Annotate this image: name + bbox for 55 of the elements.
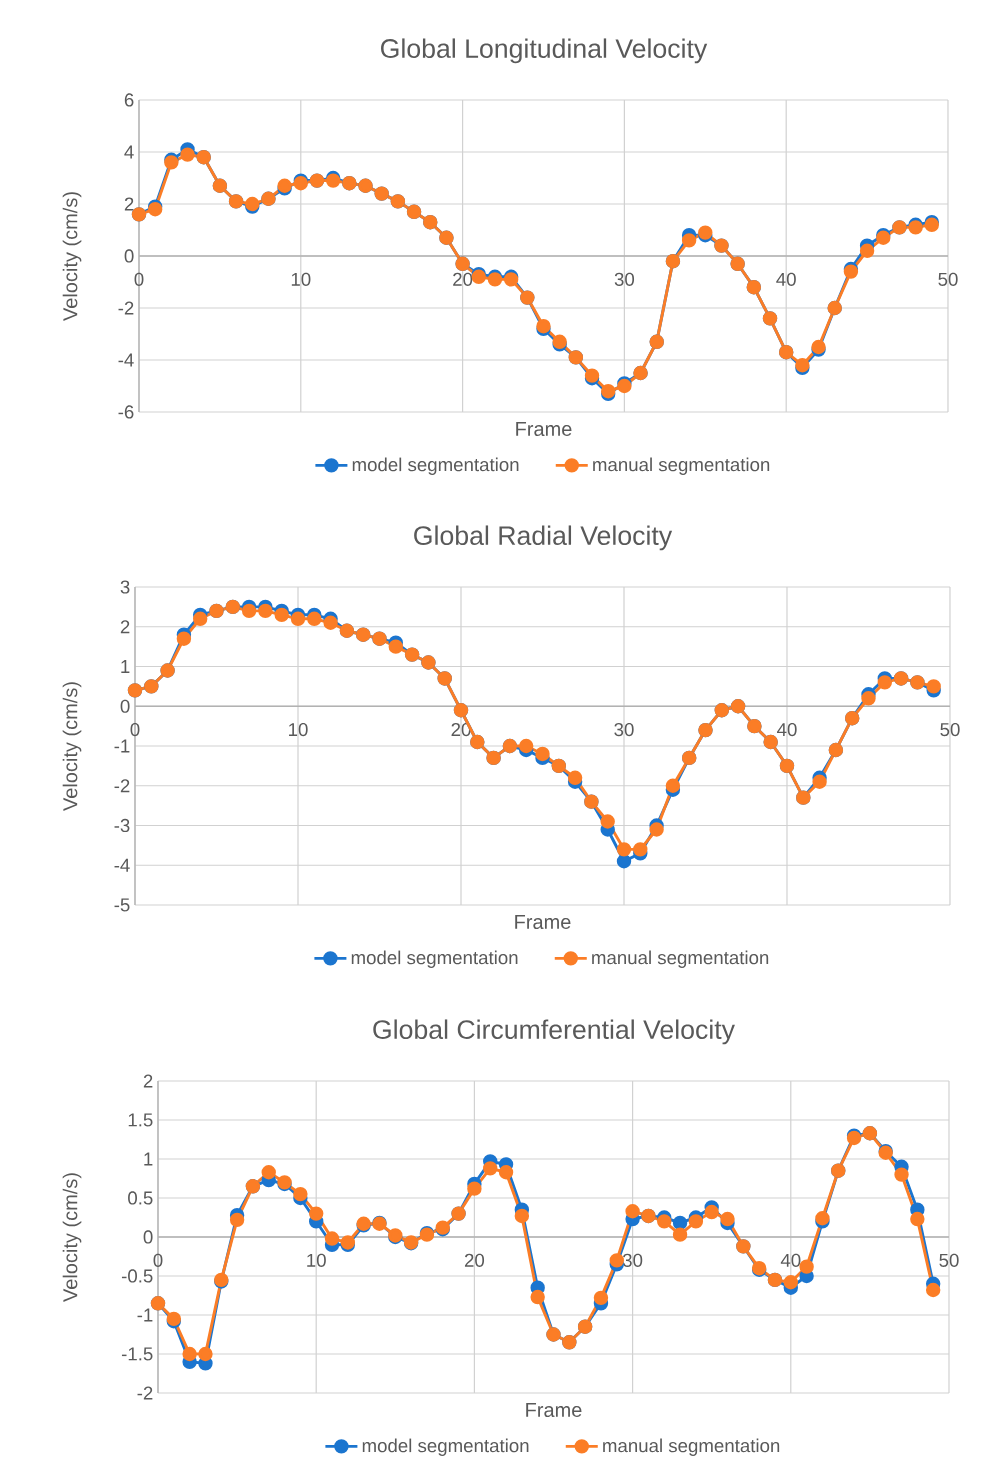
y-tick-label: 0: [143, 1230, 153, 1244]
y-tick-label: 4: [124, 145, 134, 159]
y-axis-title: Velocity (cm/s): [62, 682, 82, 811]
y-tick-label: 2: [124, 197, 134, 211]
y-tick-label: -6: [118, 405, 134, 419]
legend-label: manual segmentation: [603, 1438, 780, 1456]
y-tick-label: 2: [143, 1074, 153, 1088]
x-tick-label: 30: [614, 722, 634, 737]
x-axis-title: Frame: [516, 422, 572, 436]
y-tick-label: 3: [120, 580, 130, 594]
x-tick-label: 30: [614, 272, 635, 286]
x-tick-label: 40: [777, 722, 797, 737]
chart-title: Global Longitudinal Velocity: [381, 38, 708, 64]
x-tick-label: 30: [622, 1253, 643, 1267]
x-tick-label: 20: [453, 272, 473, 286]
y-tick-label: -2: [114, 779, 130, 793]
y-axis-title: Velocity (cm/s): [62, 1173, 82, 1302]
legend-label: model segmentation: [352, 457, 519, 475]
y-tick-label: -2: [137, 1386, 153, 1400]
x-tick-label: 40: [776, 272, 796, 286]
y-tick-label: 1.5: [128, 1113, 153, 1127]
y-tick-label: 1: [121, 660, 130, 673]
x-tick-label: 50: [940, 722, 960, 737]
y-tick-label: 0: [124, 249, 134, 263]
legend-label: manual segmentation: [593, 457, 770, 475]
chart-title: Global Radial Velocity: [414, 525, 673, 551]
y-tick-label: -0.5: [121, 1269, 153, 1283]
x-tick-label: 20: [464, 1253, 485, 1267]
y-tick-label: -3: [114, 818, 130, 833]
legend-label: manual segmentation: [592, 950, 769, 968]
x-tick-label: 50: [939, 1253, 959, 1267]
y-tick-label: -1.5: [121, 1347, 153, 1361]
y-tick-label: -4: [114, 858, 130, 872]
y-tick-label: -1: [114, 739, 130, 753]
x-tick-label: 10: [289, 722, 308, 737]
x-tick-label: 0: [153, 1253, 163, 1267]
x-tick-label: 10: [291, 272, 311, 286]
chart-title: Global Circumferential Velocity: [373, 1019, 735, 1045]
y-tick-label: 0: [120, 699, 130, 713]
x-axis-title: Frame: [526, 1403, 582, 1417]
y-tick-label: -2: [118, 301, 134, 315]
y-tick-label: 0.5: [128, 1191, 153, 1205]
x-tick-label: 10: [307, 1253, 326, 1267]
y-tick-label: 6: [124, 93, 134, 107]
y-tick-label: -5: [114, 898, 130, 912]
y-tick-label: 1: [144, 1152, 153, 1166]
x-tick-label: 40: [780, 1253, 801, 1267]
y-tick-label: -1: [137, 1308, 153, 1322]
y-axis-title: Velocity (cm/s): [62, 192, 82, 321]
legend-label: model segmentation: [362, 1438, 529, 1456]
legend-label: model segmentation: [351, 950, 518, 968]
x-axis-title: Frame: [515, 915, 571, 929]
y-tick-label: 2: [120, 620, 130, 634]
y-tick-label: -4: [118, 353, 134, 367]
x-tick-label: 50: [938, 272, 958, 286]
